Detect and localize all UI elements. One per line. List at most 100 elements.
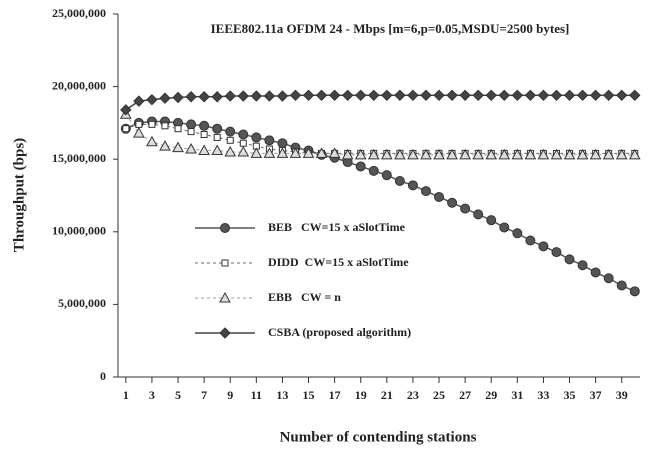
x-axis-label: Number of contending stations: [280, 429, 477, 445]
marker: [315, 89, 328, 102]
legend-marker: [219, 291, 231, 303]
marker: [186, 119, 197, 130]
marker: [589, 89, 602, 102]
series-line: [125, 123, 635, 154]
marker: [200, 131, 208, 139]
y-tick-label: 10,000,000: [52, 224, 106, 238]
marker: [576, 148, 589, 160]
marker: [616, 280, 627, 291]
marker: [511, 148, 524, 160]
marker: [120, 104, 132, 116]
x-tick-label: 19: [355, 388, 367, 402]
marker: [446, 89, 458, 102]
marker: [341, 89, 354, 102]
y-tick-label: 0: [100, 369, 106, 383]
x-tick-label: 5: [175, 388, 181, 402]
marker: [524, 148, 537, 160]
marker: [628, 148, 641, 160]
x-tick-label: 39: [616, 388, 628, 402]
marker: [367, 148, 380, 160]
marker: [146, 93, 158, 106]
marker: [328, 147, 341, 158]
marker: [302, 147, 315, 158]
marker: [263, 90, 276, 102]
marker: [226, 136, 234, 144]
marker: [394, 175, 405, 186]
marker: [159, 92, 171, 104]
x-tick-label: 25: [433, 388, 445, 402]
marker: [198, 91, 210, 103]
marker: [355, 161, 366, 172]
marker: [355, 89, 367, 102]
marker: [277, 138, 288, 149]
marker: [499, 222, 510, 233]
series-line: [125, 113, 635, 156]
chart-title: IEEE802.11a OFDM 24 - Mbps [m=6,p=0.05,M…: [211, 21, 570, 36]
y-tick-label: 25,000,000: [52, 6, 106, 20]
x-tick-label: 13: [276, 388, 288, 402]
y-tick-label: 5,000,000: [58, 296, 106, 310]
x-tick-label: 15: [303, 388, 315, 402]
marker: [368, 165, 379, 176]
marker: [446, 148, 458, 160]
marker: [459, 148, 471, 160]
marker: [122, 125, 130, 133]
marker: [185, 91, 197, 103]
marker: [524, 89, 537, 102]
marker: [616, 89, 628, 102]
marker: [148, 120, 156, 128]
x-tick-label: 21: [381, 388, 393, 402]
marker: [511, 89, 524, 102]
marker: [460, 203, 471, 214]
marker: [199, 120, 210, 131]
marker: [187, 128, 195, 136]
marker: [459, 89, 471, 102]
marker: [315, 147, 328, 158]
marker: [407, 89, 419, 102]
legend-label: EBB CW = n: [268, 290, 341, 304]
y-tick-label: 20,000,000: [52, 78, 106, 92]
marker: [380, 148, 393, 160]
marker: [211, 144, 224, 155]
marker: [381, 170, 392, 181]
x-tick-label: 7: [201, 388, 207, 402]
marker: [237, 145, 250, 157]
marker: [289, 147, 302, 158]
marker: [172, 91, 184, 104]
marker: [602, 89, 615, 102]
marker: [603, 273, 614, 284]
marker: [159, 140, 171, 151]
x-tick-label: 29: [485, 388, 497, 402]
marker: [512, 228, 523, 239]
marker: [420, 89, 432, 102]
marker: [133, 95, 145, 107]
marker: [211, 91, 223, 103]
marker: [224, 145, 237, 157]
legend-marker: [221, 259, 229, 267]
y-tick-label: 15,000,000: [52, 151, 106, 165]
marker: [239, 139, 247, 147]
marker: [174, 125, 182, 133]
marker: [551, 247, 562, 258]
marker: [602, 148, 615, 160]
marker: [302, 89, 315, 102]
marker: [420, 186, 431, 197]
x-tick-label: 23: [407, 388, 419, 402]
marker: [341, 148, 354, 160]
x-tick-label: 1: [123, 388, 129, 402]
marker: [629, 89, 641, 102]
marker: [563, 148, 576, 160]
marker: [498, 89, 510, 102]
marker: [564, 254, 575, 265]
marker: [250, 147, 263, 158]
series-line: [125, 94, 635, 111]
legend-marker: [219, 327, 231, 339]
marker: [133, 127, 145, 138]
x-tick-label: 9: [227, 388, 233, 402]
x-tick-label: 33: [537, 388, 549, 402]
x-tick-label: 11: [251, 388, 262, 402]
marker: [276, 90, 289, 102]
marker: [563, 89, 576, 102]
